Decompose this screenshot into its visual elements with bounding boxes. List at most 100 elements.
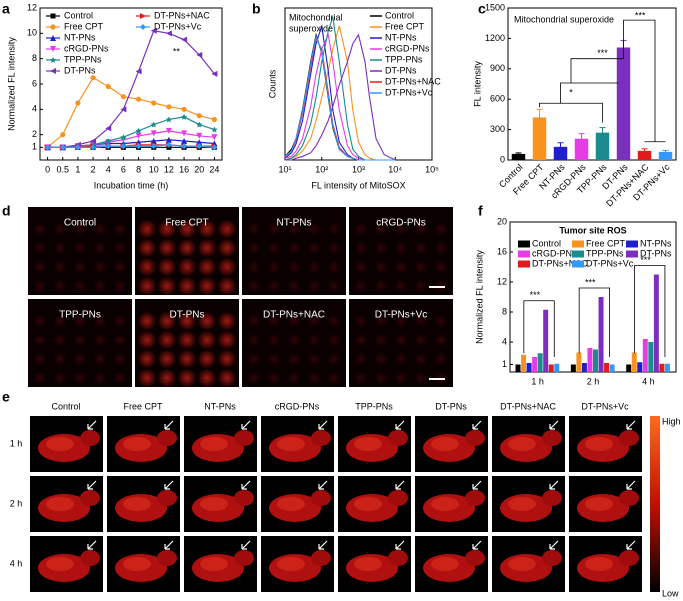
y-tick-label: 6 (32, 78, 37, 88)
mouse-head (619, 490, 639, 506)
legend-swatch (572, 240, 584, 248)
bar (598, 297, 604, 372)
bar (609, 364, 615, 372)
cell (414, 222, 428, 236)
bar (637, 362, 643, 372)
cell (267, 241, 281, 255)
marker (196, 139, 203, 146)
cell (374, 241, 388, 255)
cell (158, 239, 176, 257)
mouse-glow (585, 437, 613, 451)
mouse-glow (508, 437, 536, 451)
cell (73, 352, 87, 366)
mouse-head (234, 430, 254, 446)
cell (158, 331, 176, 349)
bar (532, 117, 547, 160)
cell (218, 258, 236, 276)
tumor-arrow (241, 420, 251, 430)
bar (548, 364, 554, 372)
cell (434, 333, 448, 347)
panel-label: c (478, 1, 486, 17)
marker (211, 144, 218, 151)
cell (354, 222, 368, 236)
y-tick-label: 300 (490, 124, 505, 134)
micrograph-label: cRGD-PNs (376, 218, 425, 229)
marker (105, 125, 112, 132)
legend-label: Control (385, 10, 414, 20)
cell (198, 350, 216, 368)
legend-label: DT-PNs (64, 65, 96, 75)
bar (642, 339, 648, 372)
histogram-curve (284, 36, 396, 161)
bar (648, 342, 654, 372)
marker (44, 144, 51, 151)
significance-label: *** (635, 10, 646, 20)
marker (150, 130, 157, 137)
marker (74, 144, 81, 151)
tumor-arrow (395, 540, 405, 550)
legend-label: Free CPT (586, 238, 626, 248)
micrograph-label: DT-PNs (170, 310, 205, 321)
bar (543, 309, 549, 372)
column-label: TPP-PNs (355, 401, 393, 411)
micrograph-label: TPP-PNs (59, 310, 101, 321)
cell (354, 333, 368, 347)
cell (178, 369, 196, 387)
bar (626, 364, 632, 372)
y-tick-label: 8 (502, 306, 507, 316)
column-label: Control (51, 401, 80, 411)
cell (178, 239, 196, 257)
cell (374, 222, 388, 236)
cell (178, 277, 196, 295)
marker (181, 106, 187, 112)
cell (267, 371, 281, 385)
marker (181, 143, 188, 150)
cell (93, 260, 107, 274)
mouse-glow (46, 497, 74, 511)
row-label: 1 h (10, 438, 23, 448)
mouse-glow (585, 497, 613, 511)
cell (178, 312, 196, 330)
marker (165, 141, 172, 148)
cell (73, 314, 87, 328)
cell (307, 222, 321, 236)
cell (158, 312, 176, 330)
bar (593, 349, 598, 372)
bar (581, 363, 587, 372)
color-scale (650, 416, 660, 592)
mouse-glow (354, 497, 382, 511)
cell (394, 352, 408, 366)
cell (138, 369, 156, 387)
cell (93, 371, 107, 385)
significance-bracket (539, 82, 619, 123)
mouse-head (388, 550, 408, 566)
marker (181, 36, 188, 43)
y-tick-label: 8 (32, 53, 37, 63)
tumor-arrow (87, 480, 97, 490)
marker (90, 138, 97, 144)
histogram-curve (284, 32, 396, 161)
x-tick-label: 16 (179, 164, 189, 174)
cell (198, 239, 216, 257)
marker (196, 132, 203, 139)
cell (307, 279, 321, 293)
legend-label: TPP-PNs (64, 54, 102, 64)
y-tick-label: 600 (490, 94, 505, 104)
mouse-head (388, 430, 408, 446)
panel-label: b (252, 1, 261, 17)
tumor-arrow (626, 480, 636, 490)
significance-bracket (523, 300, 555, 357)
cell (218, 331, 236, 349)
mouse-head (80, 490, 100, 506)
cell (198, 220, 216, 238)
mouse-glow (431, 557, 459, 571)
cell (158, 277, 176, 295)
legend-label: NT-PNs (64, 32, 96, 42)
marker (140, 13, 146, 19)
cell (267, 279, 281, 293)
legend-label: TPP-PNs (385, 54, 423, 64)
significance-bracket (634, 265, 666, 357)
legend-swatch (518, 260, 530, 268)
mouse-glow (200, 437, 228, 451)
